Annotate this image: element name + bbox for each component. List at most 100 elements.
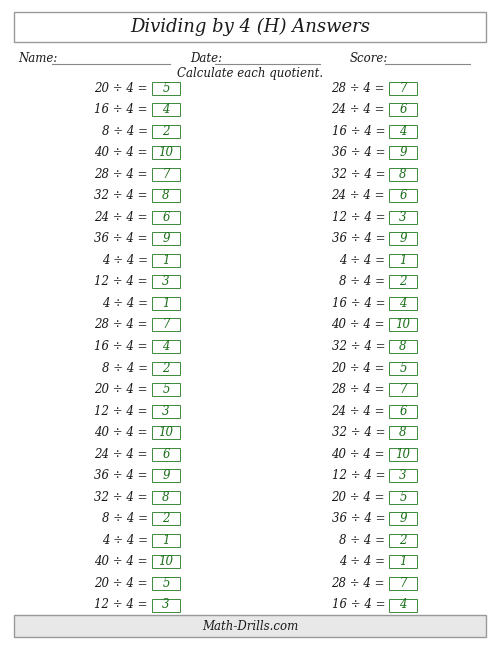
- Text: 8: 8: [162, 491, 170, 504]
- Bar: [389, 598, 417, 611]
- Text: 12 ÷ 4 =: 12 ÷ 4 =: [94, 598, 148, 611]
- Bar: [152, 232, 180, 245]
- Text: 16 ÷ 4 =: 16 ÷ 4 =: [332, 297, 385, 310]
- Bar: [389, 82, 417, 94]
- Bar: [152, 82, 180, 94]
- Text: 5: 5: [162, 577, 170, 590]
- Text: 28 ÷ 4 =: 28 ÷ 4 =: [332, 383, 385, 396]
- Text: 2: 2: [162, 362, 170, 375]
- Bar: [152, 276, 180, 289]
- Text: 9: 9: [162, 469, 170, 482]
- Text: 40 ÷ 4 =: 40 ÷ 4 =: [94, 146, 148, 159]
- Bar: [389, 297, 417, 310]
- Text: 24 ÷ 4 =: 24 ÷ 4 =: [332, 189, 385, 203]
- Bar: [389, 404, 417, 417]
- Text: 8 ÷ 4 =: 8 ÷ 4 =: [102, 512, 148, 525]
- Text: 32 ÷ 4 =: 32 ÷ 4 =: [332, 426, 385, 439]
- Bar: [389, 254, 417, 267]
- Bar: [389, 340, 417, 353]
- Bar: [152, 146, 180, 159]
- Text: 4: 4: [399, 125, 407, 138]
- Text: 4: 4: [162, 340, 170, 353]
- Text: 36 ÷ 4 =: 36 ÷ 4 =: [332, 146, 385, 159]
- Bar: [152, 469, 180, 482]
- Text: 12 ÷ 4 =: 12 ÷ 4 =: [94, 276, 148, 289]
- Text: 40 ÷ 4 =: 40 ÷ 4 =: [332, 318, 385, 331]
- Bar: [389, 512, 417, 525]
- Text: 5: 5: [399, 491, 407, 504]
- Text: 36 ÷ 4 =: 36 ÷ 4 =: [332, 512, 385, 525]
- Text: 9: 9: [399, 512, 407, 525]
- Bar: [389, 318, 417, 331]
- Text: 2: 2: [162, 512, 170, 525]
- Text: 9: 9: [162, 232, 170, 245]
- Text: 3: 3: [162, 404, 170, 417]
- Bar: [389, 426, 417, 439]
- Text: 7: 7: [162, 318, 170, 331]
- Bar: [152, 340, 180, 353]
- Text: 1: 1: [399, 555, 407, 569]
- Text: 7: 7: [399, 82, 407, 94]
- Text: 1: 1: [399, 254, 407, 267]
- Text: 3: 3: [162, 276, 170, 289]
- Text: 8 ÷ 4 =: 8 ÷ 4 =: [102, 125, 148, 138]
- Bar: [152, 189, 180, 203]
- Bar: [389, 189, 417, 203]
- Text: 20 ÷ 4 =: 20 ÷ 4 =: [332, 362, 385, 375]
- Bar: [14, 615, 486, 637]
- Text: 9: 9: [399, 146, 407, 159]
- Bar: [152, 318, 180, 331]
- Text: 9: 9: [399, 232, 407, 245]
- Text: Date:: Date:: [190, 52, 222, 65]
- Text: 24 ÷ 4 =: 24 ÷ 4 =: [332, 404, 385, 417]
- Text: 7: 7: [399, 383, 407, 396]
- Text: 8: 8: [162, 189, 170, 203]
- Text: 8 ÷ 4 =: 8 ÷ 4 =: [102, 362, 148, 375]
- Bar: [152, 598, 180, 611]
- Bar: [152, 254, 180, 267]
- Bar: [152, 125, 180, 138]
- Text: 6: 6: [162, 211, 170, 224]
- Text: 24 ÷ 4 =: 24 ÷ 4 =: [332, 103, 385, 116]
- Text: 32 ÷ 4 =: 32 ÷ 4 =: [94, 491, 148, 504]
- Bar: [152, 404, 180, 417]
- Text: Math-Drills.com: Math-Drills.com: [202, 619, 298, 633]
- Text: 20 ÷ 4 =: 20 ÷ 4 =: [94, 82, 148, 94]
- Text: 20 ÷ 4 =: 20 ÷ 4 =: [332, 491, 385, 504]
- Bar: [389, 168, 417, 181]
- Bar: [389, 232, 417, 245]
- Text: 16 ÷ 4 =: 16 ÷ 4 =: [332, 125, 385, 138]
- Bar: [152, 297, 180, 310]
- Bar: [389, 448, 417, 461]
- Bar: [389, 276, 417, 289]
- Text: 3: 3: [162, 598, 170, 611]
- Text: 28 ÷ 4 =: 28 ÷ 4 =: [332, 82, 385, 94]
- Text: 20 ÷ 4 =: 20 ÷ 4 =: [94, 577, 148, 590]
- Bar: [389, 211, 417, 224]
- Text: 7: 7: [162, 168, 170, 181]
- Text: 24 ÷ 4 =: 24 ÷ 4 =: [94, 211, 148, 224]
- Bar: [152, 362, 180, 375]
- Text: 6: 6: [162, 448, 170, 461]
- Bar: [152, 168, 180, 181]
- Text: 8: 8: [399, 168, 407, 181]
- Bar: [152, 555, 180, 569]
- Bar: [389, 362, 417, 375]
- Text: 24 ÷ 4 =: 24 ÷ 4 =: [94, 448, 148, 461]
- Text: 4 ÷ 4 =: 4 ÷ 4 =: [339, 254, 385, 267]
- Text: 1: 1: [162, 297, 170, 310]
- Text: 36 ÷ 4 =: 36 ÷ 4 =: [94, 232, 148, 245]
- Text: 6: 6: [399, 103, 407, 116]
- Text: Calculate each quotient.: Calculate each quotient.: [177, 67, 323, 80]
- Bar: [152, 448, 180, 461]
- Text: 5: 5: [162, 383, 170, 396]
- Text: 10: 10: [158, 555, 174, 569]
- Text: 1: 1: [162, 534, 170, 547]
- Text: 36 ÷ 4 =: 36 ÷ 4 =: [332, 232, 385, 245]
- Text: 4 ÷ 4 =: 4 ÷ 4 =: [102, 254, 148, 267]
- Text: 4: 4: [399, 297, 407, 310]
- Text: 12 ÷ 4 =: 12 ÷ 4 =: [332, 469, 385, 482]
- Bar: [152, 534, 180, 547]
- Text: 16 ÷ 4 =: 16 ÷ 4 =: [94, 340, 148, 353]
- Bar: [389, 383, 417, 396]
